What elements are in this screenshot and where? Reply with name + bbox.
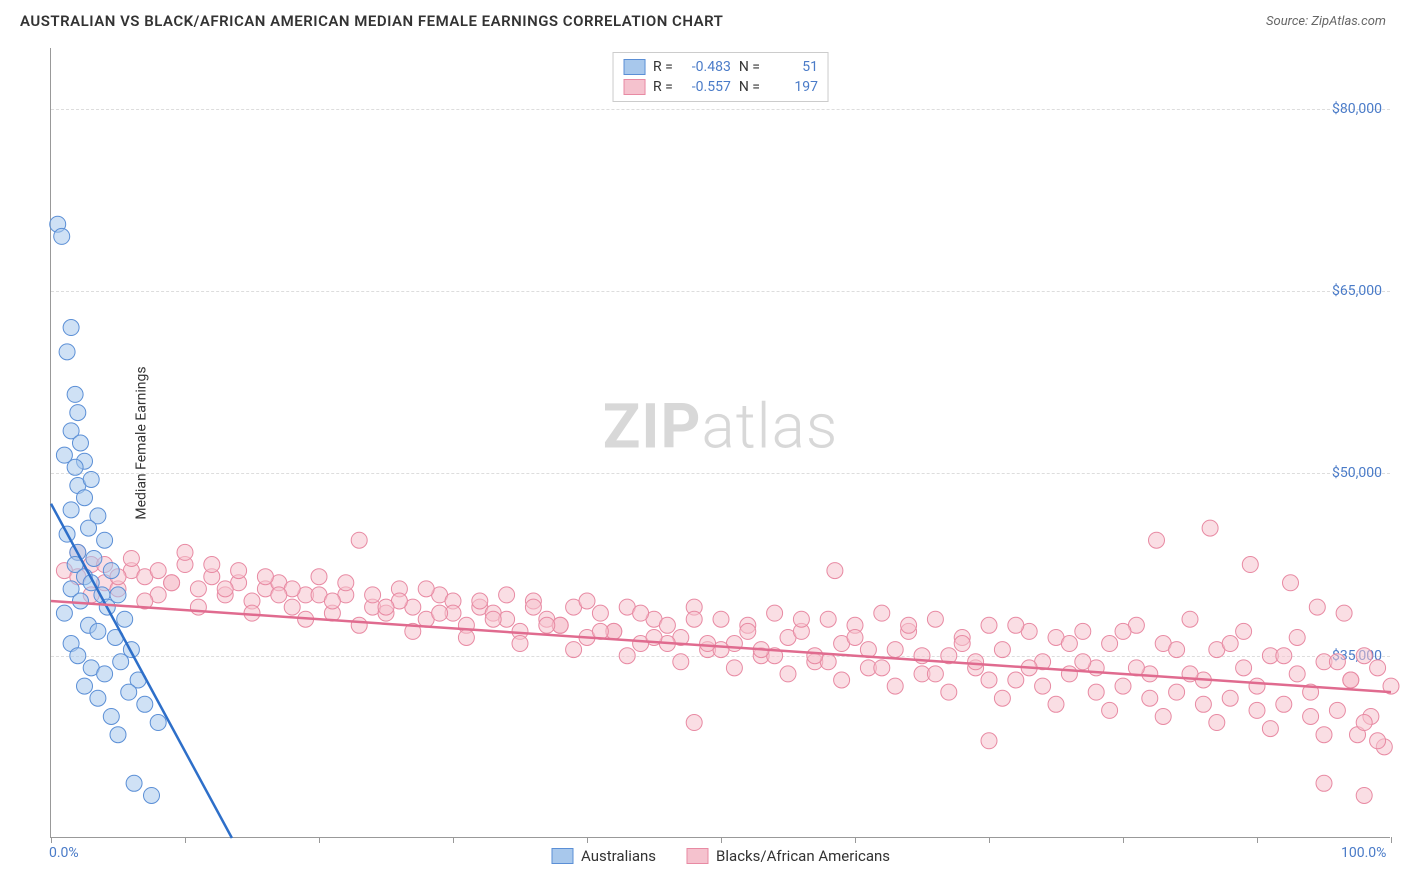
x-tick-label: 100.0%: [1341, 845, 1386, 861]
source-attribution: Source: ZipAtlas.com: [1266, 14, 1386, 29]
series-legend: Australians Blacks/African Americans: [551, 847, 890, 865]
swatch-australians-icon: [551, 848, 573, 864]
legend-row-australians: R = -0.483 N = 51: [623, 57, 818, 77]
x-tick-label: 0.0%: [49, 845, 79, 861]
legend-item-blacks: Blacks/African Americans: [686, 847, 890, 865]
legend-item-australians: Australians: [551, 847, 656, 865]
swatch-blacks-icon: [686, 848, 708, 864]
chart-header: AUSTRALIAN VS BLACK/AFRICAN AMERICAN MED…: [0, 0, 1406, 38]
swatch-australians: [623, 59, 645, 75]
chart-plot-area: Median Female Earnings ZIPatlas $35,000$…: [50, 48, 1390, 838]
scatter-plot-svg: [51, 48, 1390, 837]
legend-row-blacks: R = -0.557 N = 197: [623, 77, 818, 97]
chart-title: AUSTRALIAN VS BLACK/AFRICAN AMERICAN MED…: [20, 12, 723, 30]
swatch-blacks: [623, 79, 645, 95]
correlation-legend: R = -0.483 N = 51 R = -0.557 N = 197: [612, 52, 829, 102]
